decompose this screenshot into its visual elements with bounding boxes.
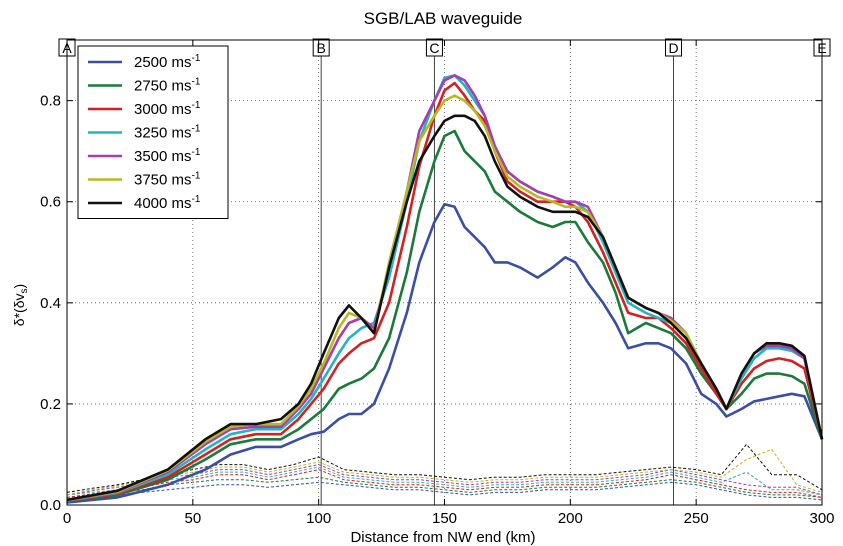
x-axis-label: Distance from NW end (km) (350, 529, 535, 546)
uncertainty-line (66, 476, 823, 498)
axis-ticks: 0 50 100 150 200 250 300 0.0 0.2 0.4 0.6 0.8 (40, 40, 835, 527)
x-tick-label: 150 (432, 510, 457, 527)
x-tick-label: 200 (558, 510, 583, 527)
section-marker-label: D (668, 40, 678, 56)
x-tick-label: 300 (809, 510, 834, 527)
y-tick-label: 0.2 (40, 396, 61, 413)
legend-label: 2500 ms-1 (134, 53, 201, 71)
y-tick-label: 0.4 (40, 295, 61, 312)
legend-label: 4000 ms-1 (134, 194, 201, 212)
y-tick-label: 0.0 (40, 497, 61, 514)
chart-title: SGB/LAB waveguide (364, 9, 523, 28)
uncertainty-line (66, 443, 823, 493)
section-marker-box (665, 38, 683, 57)
series-lines (66, 74, 824, 504)
section-marker-label: B (317, 40, 326, 56)
legend: 2500 ms-1 2750 ms-1 3000 ms-1 3250 ms-1 3500… (77, 45, 229, 219)
uncertainty-line (66, 481, 823, 501)
x-tick-label: 250 (684, 510, 709, 527)
uncertainty-line (66, 466, 823, 496)
legend-label: 3750 ms-1 (134, 171, 201, 189)
x-tick-label: 0 (63, 510, 71, 527)
series-line-2500 (66, 203, 824, 504)
legend-label: 3000 ms-1 (134, 100, 201, 118)
grid-lines (67, 40, 822, 505)
uncertainty-line (66, 469, 823, 498)
y-axis-label-close: ) (11, 284, 27, 289)
y-axis-label-main: δ*(δv (11, 293, 27, 326)
x-tick-label: 100 (306, 510, 331, 527)
section-marker-box (312, 38, 330, 57)
y-axis-label: δ*(δvs) (11, 284, 30, 326)
y-tick-label: 0.6 (40, 194, 61, 211)
section-marker-label: C (429, 40, 439, 56)
x-tick-label: 50 (184, 510, 201, 527)
legend-label: 2750 ms-1 (134, 77, 201, 95)
uncertainty-line (66, 448, 823, 496)
legend-label: 3250 ms-1 (134, 124, 201, 142)
legend-label: 3500 ms-1 (134, 147, 201, 165)
series-line-4000 (66, 114, 824, 502)
y-tick-label: 0.8 (40, 93, 61, 110)
section-marker-box (425, 38, 443, 57)
y-axis-label-subscript: s (19, 288, 30, 293)
